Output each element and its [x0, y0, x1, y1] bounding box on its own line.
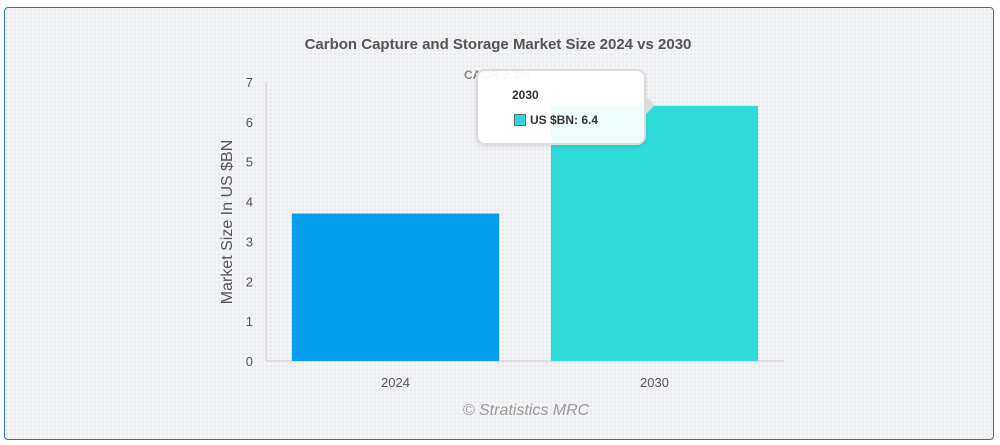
y-tick-label: 6 — [246, 115, 253, 130]
bars — [291, 105, 759, 362]
tooltip-title: 2030 — [512, 88, 539, 102]
credit-watermark: © Stratistics MRC — [463, 402, 590, 419]
y-tick-label: 7 — [246, 75, 253, 90]
tooltip-value: US $BN: 6.4 — [530, 113, 599, 127]
y-tick-label: 4 — [246, 195, 253, 210]
x-tick-label: 2024 — [381, 375, 410, 390]
y-axis-label: Market Size In US $BN — [219, 140, 236, 305]
chart-title: Carbon Capture and Storage Market Size 2… — [305, 36, 692, 53]
y-tick-label: 5 — [246, 155, 253, 170]
y-tick-label: 3 — [246, 234, 253, 249]
y-tick-label: 0 — [246, 354, 253, 369]
tooltip-row: US $BN: 6.4 — [514, 113, 598, 127]
bar-2024[interactable] — [291, 213, 500, 361]
y-axis-ticks: 0 1 2 3 4 5 6 7 — [246, 75, 253, 369]
bar-tooltip: 2030 US $BN: 6.4 — [476, 69, 655, 145]
x-axis-ticks: 2024 2030 — [381, 375, 669, 390]
x-tick-label: 2030 — [640, 375, 669, 390]
y-tick-label: 1 — [246, 314, 253, 329]
tooltip-swatch — [514, 114, 526, 126]
y-tick-label: 2 — [246, 274, 253, 289]
bar-2030[interactable] — [550, 105, 759, 362]
